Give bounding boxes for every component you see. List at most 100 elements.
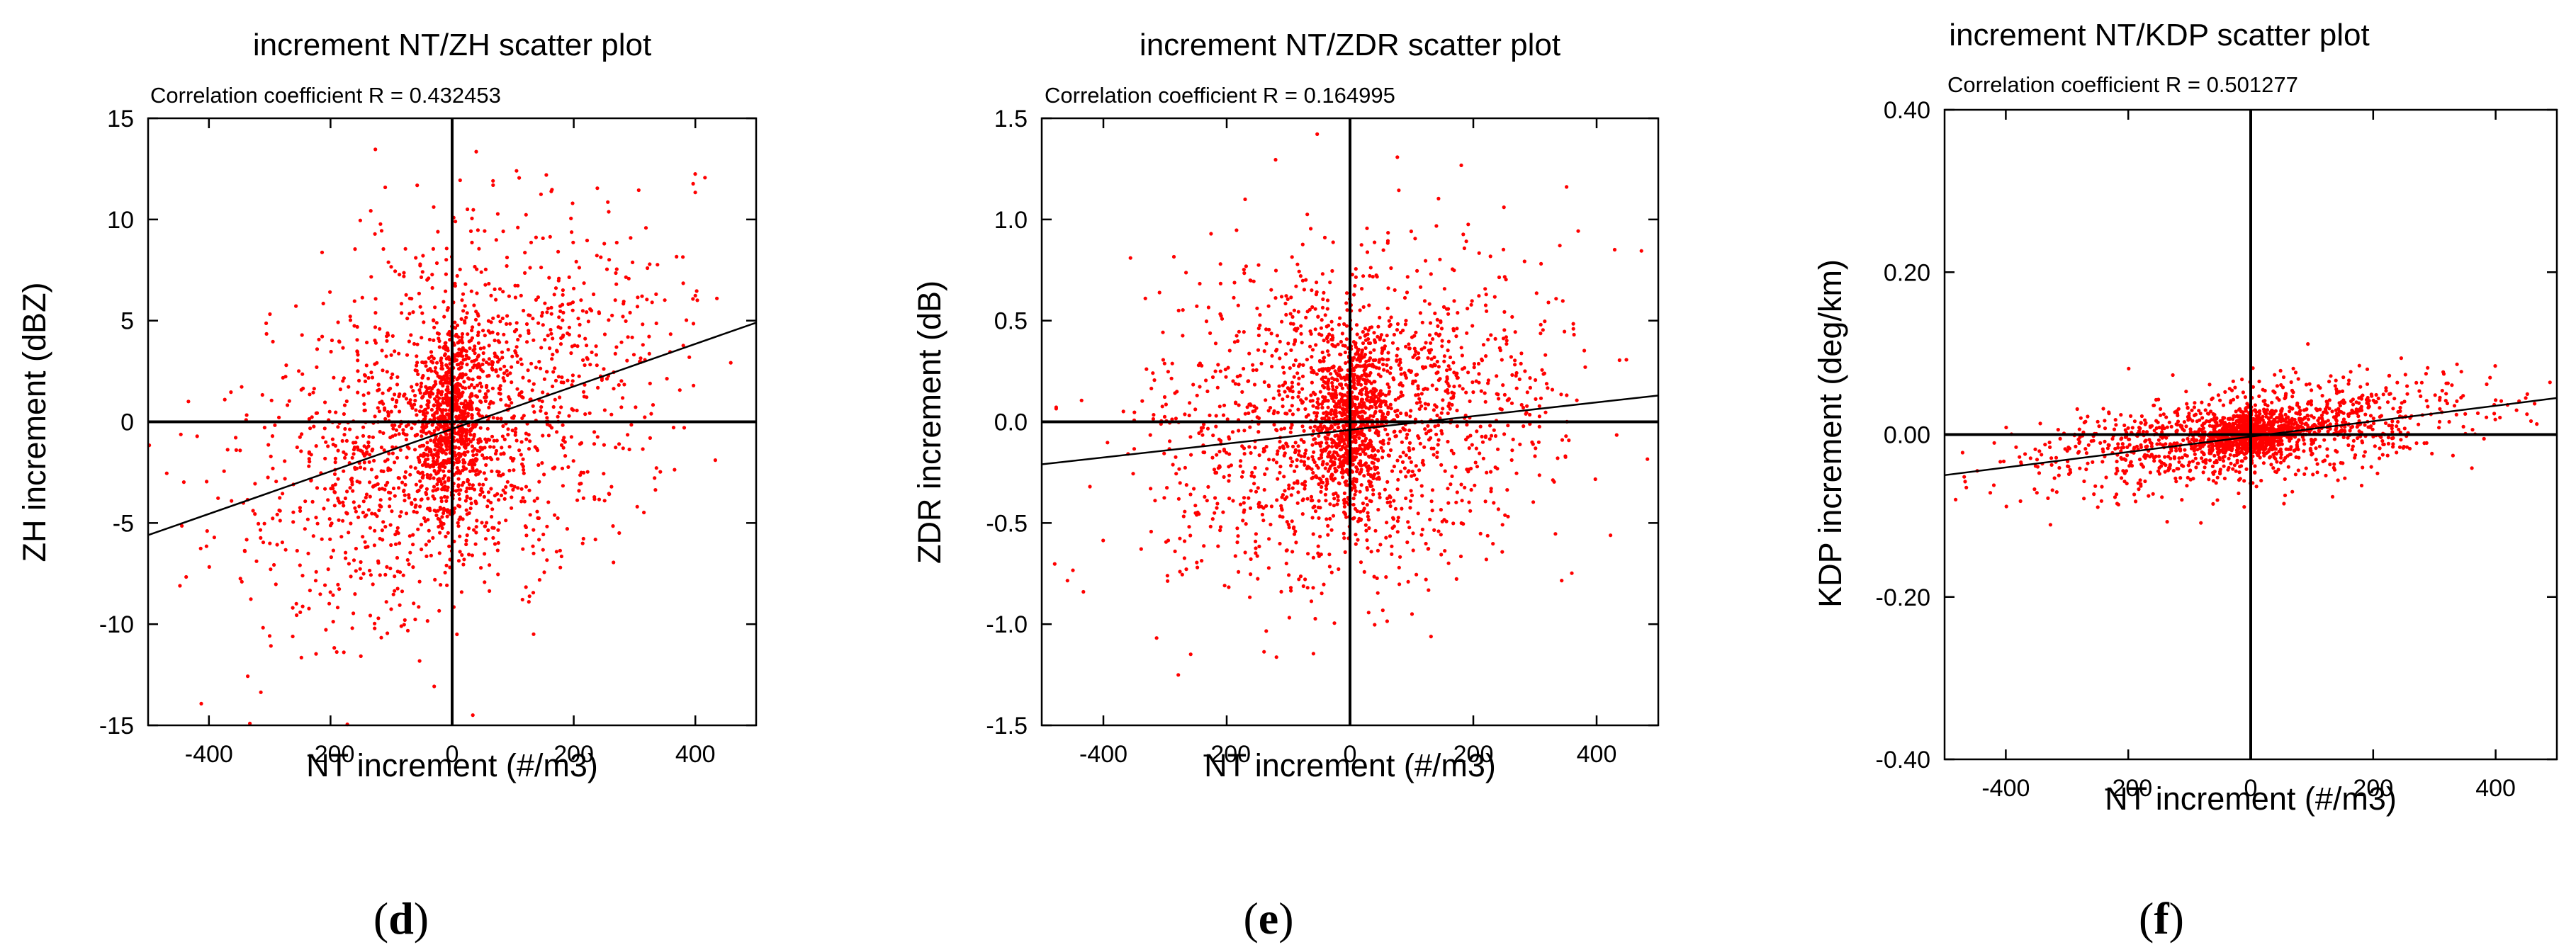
scatter-point: [470, 240, 474, 244]
scatter-point: [490, 514, 494, 519]
scatter-point: [1410, 470, 1414, 474]
scatter-point: [1166, 370, 1170, 374]
scatter-point: [1198, 385, 1202, 389]
scatter-point: [543, 338, 547, 342]
scatter-point: [427, 399, 431, 404]
scatter-point: [1206, 305, 1210, 310]
scatter-point: [1364, 496, 1368, 501]
scatter-point: [1256, 577, 1260, 581]
scatter-point: [1079, 398, 1084, 402]
scatter-point: [1340, 386, 1344, 390]
scatter-point: [1193, 407, 1198, 412]
scatter-point: [1227, 348, 1232, 353]
scatter-point: [494, 298, 498, 302]
scatter-point: [1359, 560, 1363, 565]
scatter-point: [454, 220, 458, 224]
scatter-point: [539, 266, 544, 270]
scatter-point: [300, 333, 304, 337]
scatter-point: [1387, 319, 1391, 323]
scatter-point: [1128, 256, 1132, 260]
scatter-point: [1322, 356, 1326, 361]
scatter-point: [2340, 389, 2345, 394]
scatter-point: [1502, 392, 1507, 397]
scatter-point: [654, 466, 658, 470]
scatter-point: [1404, 453, 1408, 458]
scatter-point: [1398, 555, 1402, 559]
scatter-point: [399, 624, 403, 628]
scatter-point: [1184, 271, 1188, 275]
scatter-point: [1267, 537, 1271, 541]
scatter-point: [1188, 401, 1192, 405]
scatter-point: [1356, 447, 1361, 451]
scatter-point: [561, 288, 566, 293]
scatter-point: [1309, 227, 1313, 231]
scatter-point: [488, 445, 493, 449]
scatter-point: [617, 382, 621, 387]
scatter-point: [1305, 586, 1310, 590]
scatter-point: [625, 358, 629, 363]
scatter-point: [1404, 475, 1408, 479]
scatter-point: [368, 494, 372, 499]
scatter-point: [445, 375, 450, 380]
scatter-point: [397, 395, 401, 399]
scatter-point: [1237, 570, 1241, 574]
scatter-point: [1470, 299, 1474, 303]
scatter-point: [501, 230, 505, 234]
scatter-point: [1322, 290, 1326, 295]
scatter-point: [333, 443, 338, 448]
scatter-point: [1521, 405, 1526, 410]
panel-d-x-axis-label: NT increment (#/m3): [306, 747, 598, 783]
scatter-point: [1326, 523, 1330, 528]
scatter-point: [368, 613, 373, 618]
scatter-point: [1311, 458, 1315, 462]
scatter-point: [1292, 525, 1296, 529]
scatter-point: [1106, 441, 1110, 445]
scatter-point: [1221, 413, 1226, 417]
scatter-point: [315, 521, 320, 526]
scatter-point: [590, 308, 594, 313]
scatter-point: [466, 376, 471, 380]
scatter-point: [1071, 568, 1075, 572]
scatter-point: [306, 551, 310, 556]
scatter-point: [1372, 380, 1376, 384]
scatter-point: [1220, 317, 1225, 321]
scatter-point: [1154, 636, 1159, 640]
scatter-point: [1363, 327, 1368, 331]
scatter-point: [1297, 390, 1301, 395]
scatter-point: [1464, 239, 1468, 244]
scatter-point: [298, 610, 303, 615]
scatter-point: [377, 409, 382, 414]
scatter-point: [1539, 396, 1543, 400]
scatter-point: [537, 480, 541, 484]
scatter-point: [1385, 334, 1389, 338]
scatter-point: [493, 542, 497, 546]
y-tick-label: -0.5: [986, 510, 1028, 537]
y-tick-label: 0: [120, 409, 134, 436]
scatter-point: [534, 235, 539, 239]
y-tick-label: 15: [107, 106, 134, 132]
scatter-point: [2320, 394, 2324, 398]
scatter-point: [1311, 532, 1315, 536]
scatter-point: [1470, 443, 1474, 447]
scatter-point: [1434, 404, 1439, 409]
scatter-point: [355, 338, 359, 342]
scatter-point: [524, 585, 528, 589]
scatter-point: [2114, 472, 2118, 476]
scatter-point: [1310, 467, 1314, 472]
scatter-point: [1534, 291, 1539, 295]
scatter-point: [1537, 424, 1541, 429]
scatter-point: [1324, 477, 1329, 482]
scatter-point: [2314, 446, 2318, 450]
scatter-point: [444, 401, 448, 405]
scatter-point: [544, 173, 549, 177]
scatter-point: [461, 292, 466, 296]
scatter-point: [1290, 380, 1294, 385]
scatter-point: [1264, 445, 1269, 449]
scatter-point: [1445, 387, 1450, 392]
scatter-point: [397, 486, 401, 490]
scatter-point: [1315, 132, 1320, 136]
scatter-point: [548, 424, 552, 428]
scatter-point: [368, 568, 372, 573]
scatter-point: [1451, 395, 1456, 399]
scatter-point: [308, 426, 313, 431]
